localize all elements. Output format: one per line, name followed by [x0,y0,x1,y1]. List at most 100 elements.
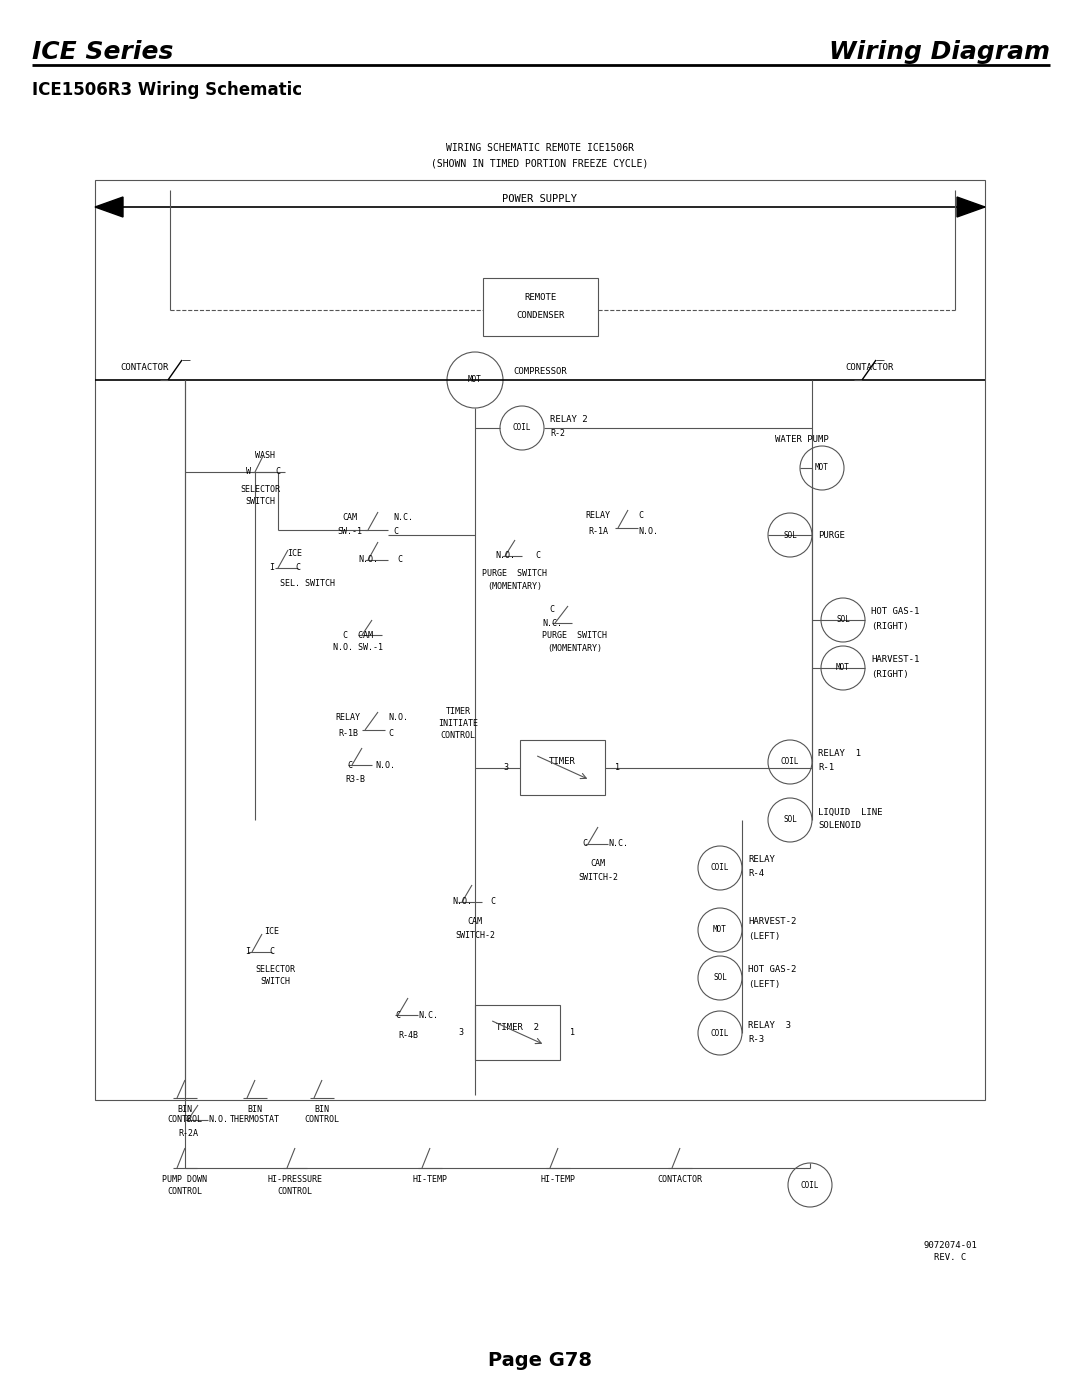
Text: COMPRESSOR: COMPRESSOR [513,367,567,377]
Text: R-1B: R-1B [338,728,357,738]
Text: R-2A: R-2A [178,1129,198,1137]
Text: R-1: R-1 [818,764,834,773]
Text: MOT: MOT [468,376,482,384]
Text: SOL: SOL [783,816,797,824]
Text: Page G78: Page G78 [488,1351,592,1369]
Text: CAM: CAM [342,514,357,522]
Polygon shape [95,197,123,217]
Text: HOT GAS-2: HOT GAS-2 [748,965,796,975]
Text: (LEFT): (LEFT) [748,979,780,989]
Text: MOT: MOT [713,925,727,935]
Bar [519,740,605,795]
Text: CONTROL: CONTROL [167,1115,203,1125]
Text: (SHOWN IN TIMED PORTION FREEZE CYCLE): (SHOWN IN TIMED PORTION FREEZE CYCLE) [431,158,649,168]
Text: 9072074-01: 9072074-01 [923,1241,977,1249]
Text: CONTACTOR: CONTACTOR [121,363,170,373]
Text: I: I [245,947,251,957]
Text: 3: 3 [503,763,508,773]
Text: BIN: BIN [247,1105,262,1115]
Text: CONTROL: CONTROL [441,732,475,740]
Text: WASH: WASH [255,451,275,461]
Text: SWITCH-2: SWITCH-2 [455,930,495,940]
Text: N.C.: N.C. [608,840,627,848]
Text: HI-TEMP: HI-TEMP [413,1175,447,1185]
Text: 1: 1 [570,1028,575,1037]
Text: C: C [296,563,300,573]
Text: C: C [388,728,393,738]
Text: RELAY: RELAY [336,714,361,722]
Text: N.O.: N.O. [638,527,658,535]
Text: COIL: COIL [800,1180,820,1189]
Text: CONTROL: CONTROL [167,1186,203,1196]
Text: C: C [393,528,399,536]
Text: TIMER  2: TIMER 2 [496,1023,539,1031]
Text: TIMER: TIMER [446,707,471,717]
Text: (LEFT): (LEFT) [748,932,780,940]
Text: N.O.: N.O. [357,556,378,564]
Text: REV. C: REV. C [934,1253,967,1263]
Text: C: C [270,947,274,957]
Text: N.C.: N.C. [418,1010,438,1020]
Text: (MOMENTARY): (MOMENTARY) [487,581,542,591]
Bar [95,180,985,1099]
Text: HARVEST-2: HARVEST-2 [748,918,796,926]
Text: INITIATE: INITIATE [438,719,478,728]
Text: R-4B: R-4B [399,1031,418,1039]
Text: C: C [535,552,540,560]
Text: 1: 1 [615,763,620,773]
Text: C: C [397,556,403,564]
Text: MOT: MOT [815,464,829,472]
Text: SWITCH: SWITCH [245,497,275,507]
Text: ICE: ICE [265,928,280,936]
Text: SW.-1: SW.-1 [337,528,363,536]
Text: SWITCH: SWITCH [260,978,291,986]
Text: HOT GAS-1: HOT GAS-1 [870,608,919,616]
Text: ICE1506R3 Wiring Schematic: ICE1506R3 Wiring Schematic [32,81,302,99]
Text: R-3: R-3 [748,1035,765,1044]
Text: (MOMENTARY): (MOMENTARY) [548,644,603,654]
Text: WIRING SCHEMATIC REMOTE ICE1506R: WIRING SCHEMATIC REMOTE ICE1506R [446,142,634,154]
Text: THERMOSTAT: THERMOSTAT [230,1115,280,1125]
Text: POWER SUPPLY: POWER SUPPLY [502,194,578,204]
Text: BIN: BIN [177,1105,192,1115]
Text: CONTACTOR: CONTACTOR [846,363,894,373]
Text: COIL: COIL [711,863,729,873]
Text: HARVEST-1: HARVEST-1 [870,655,919,665]
Text: CONTACTOR: CONTACTOR [658,1175,702,1185]
Text: SOL: SOL [713,974,727,982]
Text: W: W [245,468,251,476]
Text: SELECTOR: SELECTOR [240,486,280,495]
Text: REMOTE: REMOTE [525,293,556,303]
Text: C: C [395,1010,401,1020]
Text: COIL: COIL [781,757,799,767]
Text: I: I [270,563,274,573]
Text: C: C [490,897,495,907]
Text: SOL: SOL [836,616,850,624]
Text: SOLENOID: SOLENOID [818,821,861,830]
Text: COIL: COIL [513,423,531,433]
Text: TIMER: TIMER [549,757,576,767]
Text: N.C.: N.C. [542,619,562,627]
Text: N.O.: N.O. [453,897,472,907]
Text: N.O. SW.-1: N.O. SW.-1 [333,644,383,652]
Text: RELAY  3: RELAY 3 [748,1020,791,1030]
Text: HI-PRESSURE: HI-PRESSURE [268,1175,323,1185]
Text: C: C [275,468,281,476]
Text: R-1A: R-1A [588,527,608,535]
Text: RELAY  1: RELAY 1 [818,750,861,759]
Text: CONTROL: CONTROL [278,1186,312,1196]
Text: RELAY: RELAY [748,855,774,865]
Text: Wiring Diagram: Wiring Diagram [829,41,1050,64]
Text: RELAY 2: RELAY 2 [550,415,588,425]
Text: R-4: R-4 [748,869,765,879]
Text: LIQUID  LINE: LIQUID LINE [818,807,882,816]
Text: R-2: R-2 [550,429,565,439]
Text: N.C.: N.C. [393,514,413,522]
Text: BIN: BIN [314,1105,329,1115]
Bar [475,1004,561,1060]
Text: C: C [348,760,352,770]
Text: PURGE  SWITCH: PURGE SWITCH [542,631,607,640]
Text: C: C [186,1115,190,1125]
Text: R3-B: R3-B [345,775,365,785]
Text: SELECTOR: SELECTOR [255,965,295,975]
